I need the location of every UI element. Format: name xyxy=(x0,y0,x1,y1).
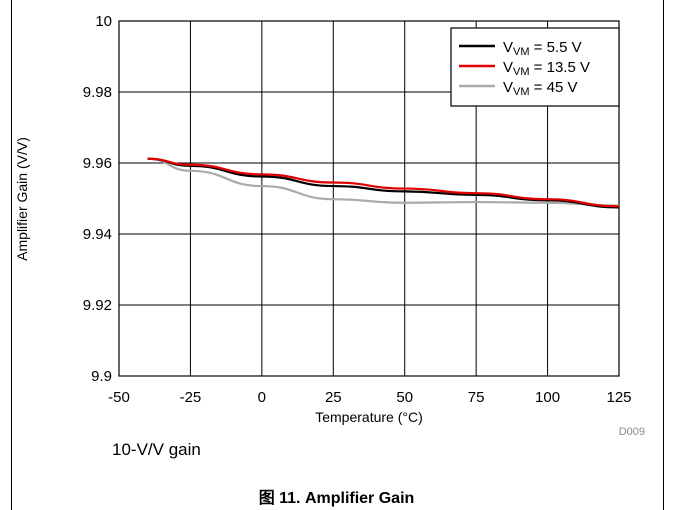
legend-entry: VVM = 45 V xyxy=(503,79,577,98)
figure-frame xyxy=(11,0,664,510)
x-tick-label: -25 xyxy=(180,389,202,406)
x-tick-label: 125 xyxy=(606,389,631,406)
figure-id-label: D009 xyxy=(619,426,645,438)
amplifier-gain-chart: -50 -25 0 25 50 75 100 125 9.9 9.92 9.94 9.96 9.98 1… xyxy=(14,13,645,438)
series-line-2 xyxy=(147,157,620,207)
x-tick-label: 0 xyxy=(258,389,266,406)
plot-area xyxy=(118,20,620,377)
y-tick-label: 9.9 xyxy=(91,368,112,385)
gain-note: 10-V/V gain xyxy=(112,440,201,459)
y-tick-label: 9.94 xyxy=(83,226,112,243)
y-tick-labels: 9.9 9.92 9.94 9.96 9.98 10 xyxy=(83,13,112,385)
y-tick-label: 9.92 xyxy=(83,297,112,314)
legend-entry: VVM = 13.5 V xyxy=(503,59,590,78)
y-axis-label: Amplifier Gain (V/V) xyxy=(14,137,30,261)
series-lines xyxy=(147,157,620,209)
legend-box xyxy=(450,27,620,107)
y-tick-label: 10 xyxy=(95,13,112,30)
y-tick-label: 9.96 xyxy=(83,155,112,172)
x-tick-label: 25 xyxy=(325,389,342,406)
x-axis-label: Temperature (°C) xyxy=(315,409,423,425)
series-line-1 xyxy=(147,157,620,208)
legend-entry: VVM = 5.5 V xyxy=(503,39,582,58)
x-tick-label: -50 xyxy=(108,389,130,406)
figure-caption: 图 11. Amplifier Gain xyxy=(258,490,415,507)
x-tick-label: 75 xyxy=(468,389,485,406)
y-tick-label: 9.98 xyxy=(83,84,112,101)
x-tick-label: 100 xyxy=(535,389,560,406)
x-tick-labels: -50 -25 0 25 50 75 100 125 xyxy=(108,389,631,406)
x-tick-label: 50 xyxy=(396,389,413,406)
